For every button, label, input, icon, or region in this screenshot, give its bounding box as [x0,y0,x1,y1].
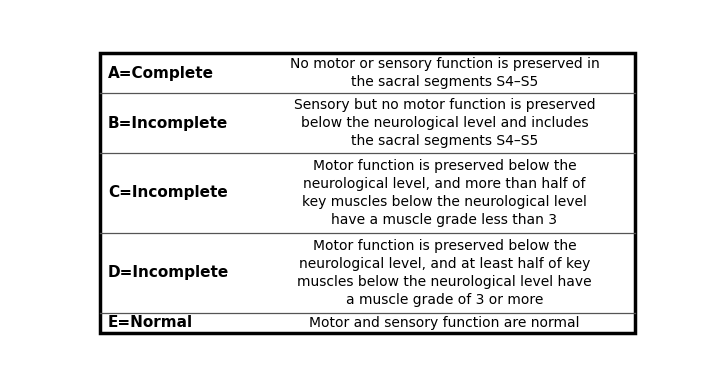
Text: A=Complete: A=Complete [108,66,214,81]
Text: C=Incomplete: C=Incomplete [108,185,228,201]
Text: D=Incomplete: D=Incomplete [108,265,229,280]
Text: Sensory but no motor function is preserved
below the neurological level and incl: Sensory but no motor function is preserv… [293,98,595,148]
Text: No motor or sensory function is preserved in
the sacral segments S4–S5: No motor or sensory function is preserve… [290,57,599,89]
Text: B=Incomplete: B=Incomplete [108,115,228,131]
Text: E=Normal: E=Normal [108,315,193,330]
Text: Motor function is preserved below the
neurological level, and more than half of
: Motor function is preserved below the ne… [302,159,587,227]
Text: Motor function is preserved below the
neurological level, and at least half of k: Motor function is preserved below the ne… [297,239,592,306]
Text: Motor and sensory function are normal: Motor and sensory function are normal [309,316,579,330]
